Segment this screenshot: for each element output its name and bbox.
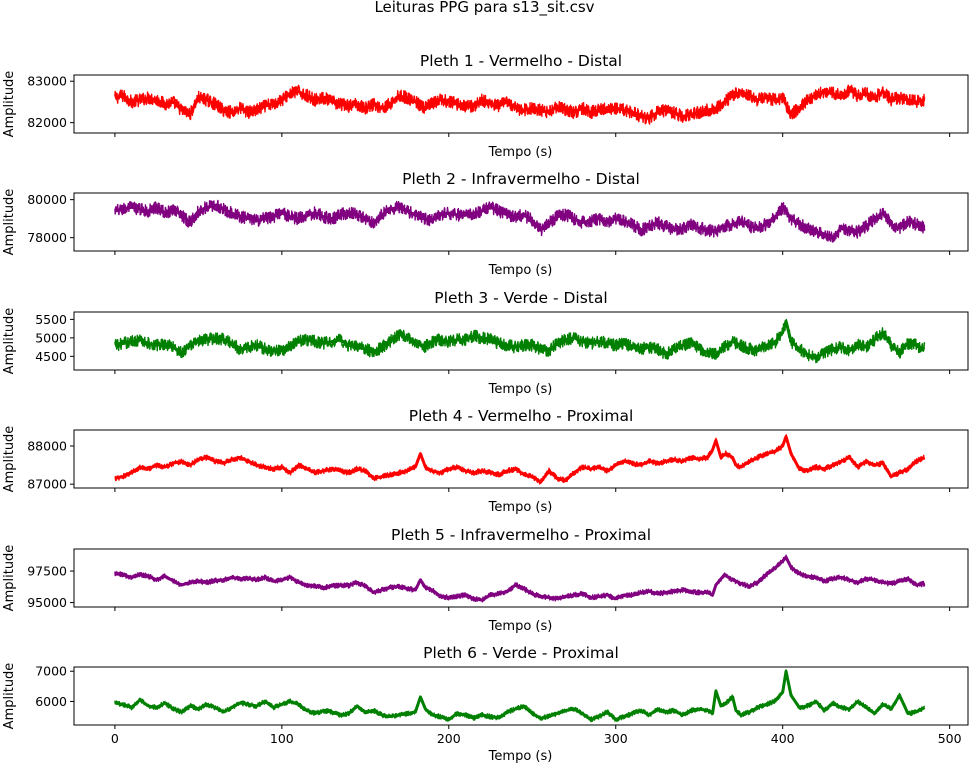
x-axis-label: Tempo (s) [488, 145, 553, 160]
figure-suptitle: Leituras PPG para s13_sit.csv [374, 0, 594, 17]
signal-trend [114, 669, 926, 722]
subplot-6: Pleth 6 - Verde - Proximal 6000 7000 0 100 20… [2, 644, 969, 764]
y-tick-label: 83000 [27, 74, 67, 89]
axes-frame [73, 74, 969, 134]
y-tick-label: 7000 [35, 664, 67, 679]
y-axis-label: Amplitude [2, 71, 17, 138]
y-tick-label: 6000 [35, 694, 67, 709]
y-tick-label: 4500 [35, 349, 67, 364]
subplot-2: Pleth 2 - Infravermelho - Distal 78000 800… [2, 170, 969, 278]
signal-trend [114, 319, 926, 360]
axes-frame [73, 666, 969, 726]
y-tick-label: 87000 [27, 477, 67, 492]
y-axis-label: Amplitude [2, 663, 17, 730]
signal-trend [114, 88, 925, 120]
x-tick-label: 100 [270, 731, 294, 746]
signal-line [114, 318, 926, 364]
axes-frame [73, 311, 969, 371]
x-tick-label: 500 [938, 731, 962, 746]
x-tick-label: 0 [111, 731, 119, 746]
x-tick-label: 300 [604, 731, 628, 746]
x-axis-label: Tempo (s) [488, 619, 553, 634]
y-tick-label: 97500 [27, 564, 67, 579]
y-tick-label: 82000 [27, 115, 67, 130]
x-axis-label: Tempo (s) [488, 382, 553, 397]
signal-trend [114, 203, 926, 240]
subplot-title: Pleth 4 - Vermelho - Proximal [409, 407, 634, 425]
y-tick-label: 80000 [27, 192, 67, 207]
y-axis-label: Amplitude [2, 189, 17, 256]
signal-trend [114, 434, 926, 484]
subplot-1: Pleth 1 - Vermelho - Distal 82000 83000 Tem… [2, 52, 969, 160]
x-tick-label: 400 [771, 731, 795, 746]
subplot-panels: Pleth 1 - Vermelho - Distal 82000 83000 Tem… [2, 52, 969, 764]
subplot-4: Pleth 4 - Vermelho - Proximal 87000 88000 T… [2, 407, 969, 515]
signal-trend [114, 555, 925, 602]
x-axis-label: Tempo (s) [488, 749, 553, 764]
y-axis-label: Amplitude [2, 426, 17, 493]
signal-line [114, 669, 926, 723]
subplot-title: Pleth 1 - Vermelho - Distal [420, 52, 622, 70]
signal-line [114, 199, 926, 243]
axes-frame [73, 192, 969, 252]
axes-frame [73, 548, 969, 608]
y-tick-label: 5000 [35, 330, 67, 345]
x-tick-label: 200 [437, 731, 461, 746]
subplot-title: Pleth 2 - Infravermelho - Distal [402, 170, 640, 188]
subplot-title: Pleth 6 - Verde - Proximal [423, 644, 619, 662]
axes-frame [73, 429, 969, 489]
x-axis-label: Tempo (s) [488, 500, 553, 515]
y-tick-label: 78000 [27, 230, 67, 245]
subplot-title: Pleth 5 - Infravermelho - Proximal [391, 526, 651, 544]
y-tick-label: 88000 [27, 439, 67, 454]
y-axis-label: Amplitude [2, 545, 17, 612]
subplot-5: Pleth 5 - Infravermelho - Proximal 95000 9… [2, 526, 969, 634]
subplot-3: Pleth 3 - Verde - Distal 4500 5000 5500 Temp… [2, 289, 969, 397]
y-tick-label: 95000 [27, 595, 67, 610]
y-axis-label: Amplitude [2, 308, 17, 375]
subplot-title: Pleth 3 - Verde - Distal [434, 289, 607, 307]
y-tick-label: 5500 [35, 312, 67, 327]
x-axis-label: Tempo (s) [488, 263, 553, 278]
